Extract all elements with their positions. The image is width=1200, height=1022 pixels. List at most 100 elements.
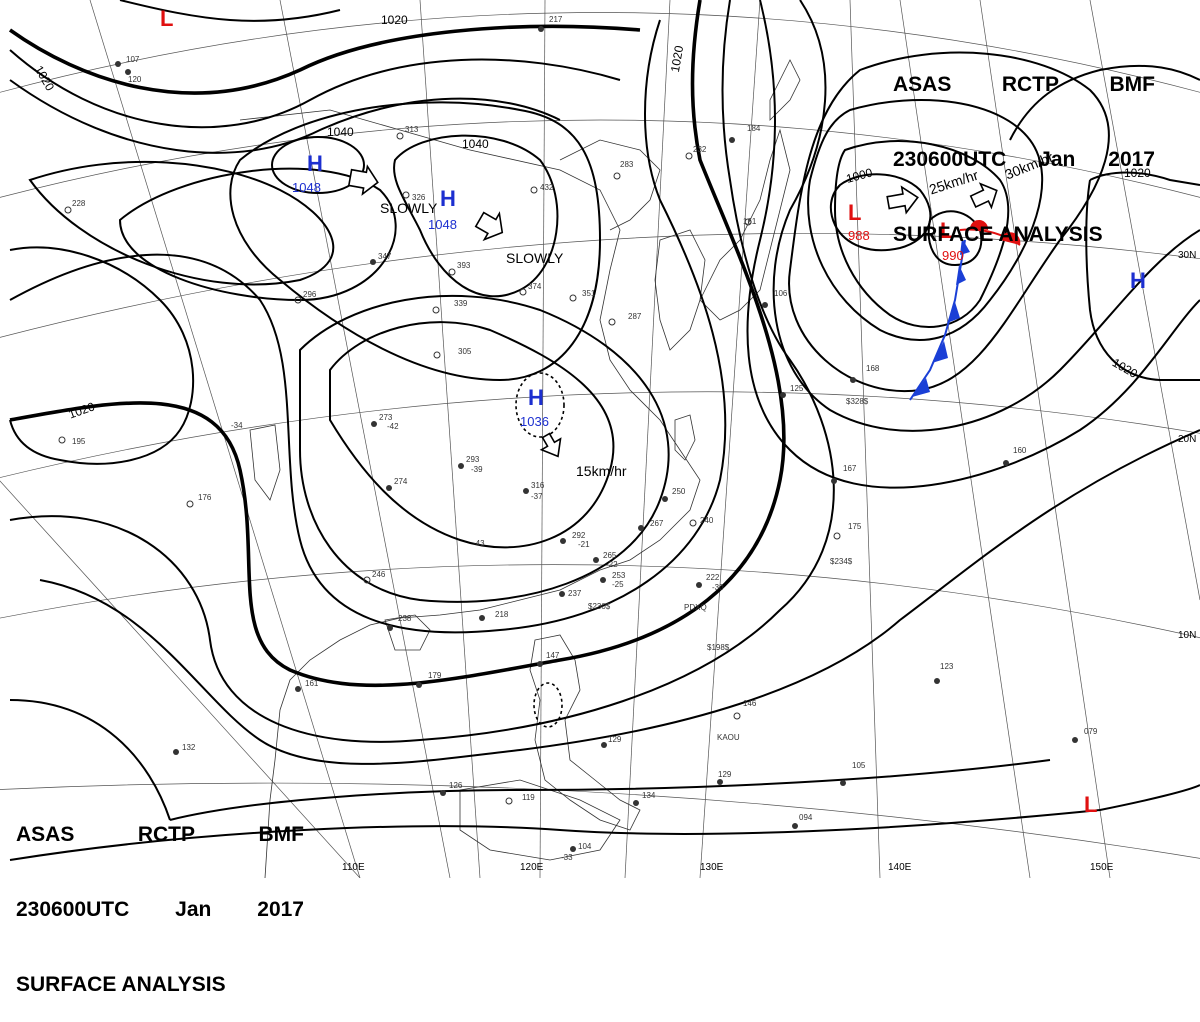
isobar-996-low: [829, 173, 932, 252]
station-marker: 238: [387, 614, 412, 631]
isobar-1032-inner: [329, 321, 615, 549]
longitude-label: 130E: [700, 862, 724, 873]
low-pressure-value: 988: [848, 228, 870, 243]
isobar-east-arc: [1009, 64, 1200, 141]
station-marker: 129: [601, 735, 622, 748]
station-value-label: -21: [578, 540, 590, 549]
motion-arrow-icon: [969, 182, 998, 210]
station-marker: 161: [295, 679, 319, 692]
latitude-line-0: [0, 782, 1200, 859]
svg-text:393: 393: [457, 261, 471, 270]
isobar-1000-low: [833, 140, 1010, 328]
philippines: [529, 634, 641, 831]
svg-text:160: 160: [1013, 446, 1027, 455]
station-marker: 176: [186, 493, 212, 508]
station-code: RCTP: [1001, 73, 1060, 96]
svg-text:107: 107: [126, 55, 140, 64]
isobar-label-1020: 1020: [1124, 166, 1151, 180]
station-marker: 393: [448, 261, 471, 276]
longitude-label: 120E: [520, 862, 544, 873]
station-marker: 179: [416, 671, 442, 688]
svg-text:129: 129: [718, 770, 732, 779]
high-pressure-center: H: [307, 151, 323, 176]
isobar-label-1000: 1000: [845, 165, 875, 186]
latitude-label: 20N: [1178, 434, 1196, 445]
motion-arrow-icon: [474, 211, 504, 242]
isobar-north-3: [9, 79, 561, 154]
cold-front-triangle: [956, 265, 966, 285]
svg-text:217: 217: [549, 15, 563, 24]
station-plots: 228 347 393 374 351 339 305 296: [58, 15, 1098, 862]
svg-text:134: 134: [642, 791, 656, 800]
svg-text:105: 105: [852, 761, 866, 770]
svg-text:104: 104: [578, 842, 592, 851]
station-marker: 265: [593, 551, 617, 563]
isobar-label-1020: 1020: [381, 13, 408, 27]
isobar-north-2: [9, 49, 621, 129]
station-marker: 316: [523, 481, 545, 494]
svg-text:283: 283: [620, 160, 634, 169]
svg-text:246: 246: [372, 570, 386, 579]
station-value-label: -43: [473, 539, 485, 548]
svg-text:179: 179: [428, 671, 442, 680]
map-background: [0, 0, 1200, 878]
low-pressure-value: 990: [942, 248, 964, 263]
svg-text:123: 123: [940, 662, 954, 671]
isobar-1024: [9, 19, 727, 634]
motion-label: SLOWLY: [380, 200, 438, 216]
valid-time: 230600UTC: [16, 898, 130, 921]
station-marker: 292: [560, 531, 586, 544]
station-value-label: -42: [387, 422, 399, 431]
svg-text:146: 146: [743, 699, 757, 708]
svg-text:265: 265: [603, 551, 617, 560]
svg-text:237: 237: [568, 589, 582, 598]
station-marker: 134: [633, 791, 656, 806]
cold-front-triangle: [947, 302, 960, 323]
station-marker: 218: [479, 610, 509, 621]
station-marker: 293: [458, 455, 480, 469]
station-marker: 246: [363, 570, 386, 584]
svg-text:313: 313: [405, 125, 419, 134]
low-pressure-center: L: [848, 200, 861, 225]
isobar-1036: [229, 101, 602, 382]
station-marker: 079: [1072, 727, 1098, 743]
isobar-1012: [39, 429, 1200, 765]
isobar-1016-east: [746, 0, 1200, 489]
station-marker: 119: [505, 793, 535, 805]
station-marker: 147: [537, 651, 560, 667]
agency-code: ASAS: [893, 73, 952, 96]
isobar-1016: [9, 0, 835, 743]
isobars: [8, 0, 1200, 861]
svg-text:253: 253: [612, 571, 626, 580]
station-note-label: $328$: [846, 397, 869, 406]
latitude-line-40n: [0, 119, 1200, 198]
station-marker: 296: [294, 290, 317, 304]
chart-type-title: SURFACE ANALYSIS: [893, 223, 1103, 246]
svg-text:292: 292: [572, 531, 586, 540]
high-pressure-value: 1048: [428, 217, 457, 232]
station-marker: 123: [934, 662, 954, 684]
valid-time: 230600UTC: [893, 148, 1007, 171]
svg-text:293: 293: [466, 455, 480, 464]
station-marker: 305: [433, 347, 472, 359]
surface-analysis-map: 1020 1020 1020 1020 1020 1020 1040 1040 …: [0, 0, 1200, 878]
japan-honshu: [699, 128, 791, 321]
chart-header-bottom-left: ASAS RCTP BMF 230600UTC Jan 2017 SURFACE…: [16, 772, 304, 1022]
station-marker: 126: [440, 781, 463, 796]
isobar-1016-south: [9, 699, 1051, 821]
latitude-label: 30N: [1178, 250, 1196, 261]
longitude-label: 150E: [1090, 862, 1114, 873]
high-pressure-value: 1048: [292, 180, 321, 195]
station-note-label: $234$: [830, 557, 853, 566]
station-marker: 374: [519, 282, 542, 296]
station-value-label: -25: [612, 580, 624, 589]
isobar-1040-center-ring: [393, 134, 559, 298]
latitude-label: 10N: [1178, 630, 1196, 641]
japan-hokkaido: [769, 59, 801, 121]
station-marker: 104: [570, 842, 592, 852]
station-code: RCTP: [137, 823, 196, 846]
valid-year: 2017: [257, 898, 304, 921]
station-marker: 125: [780, 384, 804, 398]
station-value-label: -37: [531, 492, 543, 501]
svg-text:176: 176: [198, 493, 212, 502]
